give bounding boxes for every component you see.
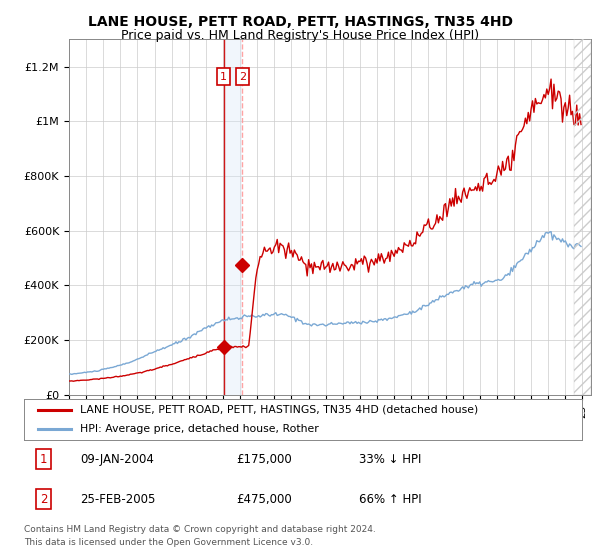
Text: £475,000: £475,000 [236,493,292,506]
Text: 2: 2 [40,493,47,506]
Text: 25-FEB-2005: 25-FEB-2005 [80,493,155,506]
Text: 66% ↑ HPI: 66% ↑ HPI [359,493,421,506]
Text: 09-JAN-2004: 09-JAN-2004 [80,452,154,465]
Text: £175,000: £175,000 [236,452,292,465]
Text: 1: 1 [220,72,227,82]
Text: Price paid vs. HM Land Registry's House Price Index (HPI): Price paid vs. HM Land Registry's House … [121,29,479,42]
Text: HPI: Average price, detached house, Rother: HPI: Average price, detached house, Roth… [80,423,319,433]
Text: LANE HOUSE, PETT ROAD, PETT, HASTINGS, TN35 4HD (detached house): LANE HOUSE, PETT ROAD, PETT, HASTINGS, T… [80,405,478,415]
Bar [224,39,242,395]
Text: LANE HOUSE, PETT ROAD, PETT, HASTINGS, TN35 4HD: LANE HOUSE, PETT ROAD, PETT, HASTINGS, T… [88,15,512,29]
Text: 33% ↓ HPI: 33% ↓ HPI [359,452,421,465]
Text: Contains HM Land Registry data © Crown copyright and database right 2024.
This d: Contains HM Land Registry data © Crown c… [24,525,376,547]
Text: 1: 1 [40,452,47,465]
Text: 2: 2 [239,72,246,82]
